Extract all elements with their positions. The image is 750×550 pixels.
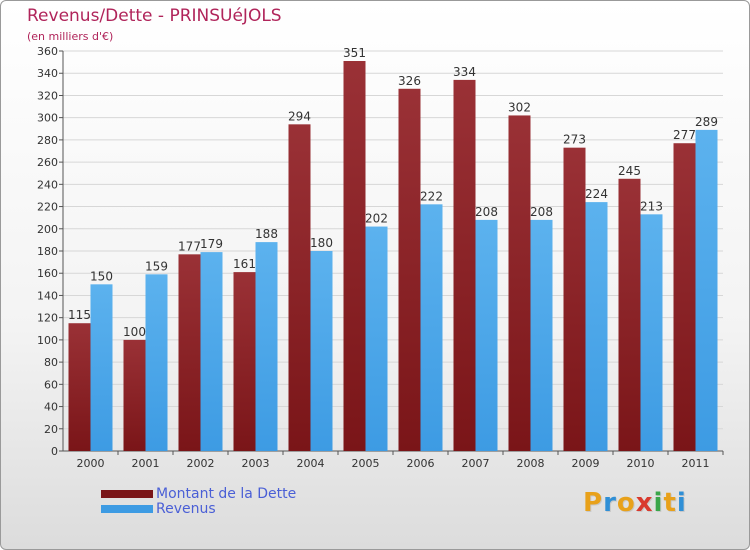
bar-dette	[453, 79, 476, 451]
x-tick-label: 2010	[627, 457, 655, 470]
bar-dette	[233, 272, 256, 451]
legend-swatch-dette	[101, 490, 153, 498]
data-label-dette: 273	[563, 133, 586, 147]
bar-revenus	[200, 252, 223, 451]
y-tick-label: 180	[37, 245, 58, 258]
bar-revenus	[475, 219, 498, 451]
logo-letter: r	[603, 488, 617, 518]
legend-label-revenus: Revenus	[156, 501, 216, 517]
chart-title: Revenus/Dette - PRINSUéJOLS	[27, 6, 282, 26]
y-tick-label: 200	[37, 223, 58, 236]
bar-dette	[618, 178, 641, 451]
data-label-revenus: 213	[640, 199, 663, 213]
data-label-dette: 161	[233, 257, 256, 271]
bar-revenus	[310, 251, 333, 451]
x-tick-label: 2001	[132, 457, 160, 470]
y-tick-label: 320	[37, 89, 58, 102]
y-tick-label: 60	[44, 378, 58, 391]
data-label-revenus: 208	[475, 205, 498, 219]
data-label-dette: 326	[398, 74, 421, 88]
logo-letter: t	[663, 488, 677, 518]
data-label-dette: 115	[68, 308, 91, 322]
x-tick-label: 2002	[187, 457, 215, 470]
data-label-revenus: 289	[695, 115, 718, 129]
bar-revenus	[585, 202, 608, 451]
y-tick-label: 340	[37, 67, 58, 80]
data-label-dette: 100	[123, 325, 146, 339]
data-label-dette: 245	[618, 164, 641, 178]
bar-revenus	[255, 242, 278, 451]
data-label-revenus: 179	[200, 237, 223, 251]
bar-dette	[178, 254, 201, 451]
chart-subtitle: (en milliers d'€)	[27, 30, 114, 43]
x-tick-label: 2000	[77, 457, 105, 470]
bars	[68, 61, 718, 452]
data-label-dette: 177	[178, 239, 201, 253]
y-tick-label: 300	[37, 112, 58, 125]
y-tick-label: 140	[37, 289, 58, 302]
x-tick-label: 2003	[242, 457, 270, 470]
x-tick-label: 2011	[682, 457, 710, 470]
y-tick-label: 0	[51, 445, 58, 458]
y-tick-label: 120	[37, 312, 58, 325]
data-labels: 115 150 100 159 177 179 161 188 294 180 351 202 326 2…	[68, 46, 718, 339]
bar-dette	[673, 143, 696, 451]
bar-dette	[123, 339, 146, 451]
logo-letter: i	[653, 488, 664, 518]
y-tick-label: 280	[37, 134, 58, 147]
bar-dette	[68, 323, 91, 451]
x-tick-label: 2009	[572, 457, 600, 470]
data-label-dette: 351	[343, 46, 366, 60]
y-tick-label: 100	[37, 334, 58, 347]
data-label-revenus: 208	[530, 205, 553, 219]
grid-lines	[63, 50, 723, 430]
legend-label-dette: Montant de la Dette	[156, 486, 297, 502]
bar-revenus	[695, 129, 718, 451]
y-tick-label: 260	[37, 156, 58, 169]
x-tick-label: 2004	[297, 457, 325, 470]
bar-revenus	[420, 204, 443, 451]
x-tick-label: 2008	[517, 457, 545, 470]
logo-letter: P	[583, 488, 604, 518]
proxiti-logo: Proxiti	[583, 488, 687, 518]
bar-dette	[398, 88, 421, 452]
logo-letter: x	[635, 488, 654, 518]
y-tick-label: 80	[44, 356, 58, 369]
data-label-dette: 334	[453, 65, 476, 79]
y-tick-label: 360	[37, 45, 58, 58]
data-label-revenus: 224	[585, 187, 608, 201]
bar-revenus	[145, 274, 168, 451]
data-label-dette: 277	[673, 128, 696, 142]
data-label-revenus: 188	[255, 227, 278, 241]
axes: 0 20 40 60 80 100 120 140 160 180 200 220 240 260 280 3…	[37, 45, 724, 470]
data-label-dette: 302	[508, 100, 531, 114]
bar-revenus	[640, 214, 663, 451]
y-tick-label: 40	[44, 401, 58, 414]
bar-revenus	[530, 219, 553, 451]
legend-swatch-revenus	[101, 505, 153, 513]
data-label-revenus: 150	[90, 269, 113, 283]
bar-dette	[288, 124, 311, 451]
data-label-revenus: 202	[365, 212, 388, 226]
x-tick-label: 2007	[462, 457, 490, 470]
x-tick-label: 2005	[352, 457, 380, 470]
bar-dette	[343, 61, 366, 451]
data-label-revenus: 222	[420, 189, 443, 203]
y-tick-label: 160	[37, 267, 58, 280]
bar-dette	[563, 147, 586, 451]
bar-dette	[508, 115, 531, 451]
bar-revenus	[365, 226, 388, 451]
y-tick-label: 220	[37, 201, 58, 214]
y-tick-label: 20	[44, 423, 58, 436]
data-label-revenus: 159	[145, 259, 168, 273]
y-tick-label: 240	[37, 178, 58, 191]
x-tick-label: 2006	[407, 457, 435, 470]
logo-letter: o	[616, 488, 636, 518]
data-label-dette: 294	[288, 109, 311, 123]
bar-revenus	[90, 284, 113, 451]
data-label-revenus: 180	[310, 236, 333, 250]
logo-letter: i	[676, 488, 687, 518]
